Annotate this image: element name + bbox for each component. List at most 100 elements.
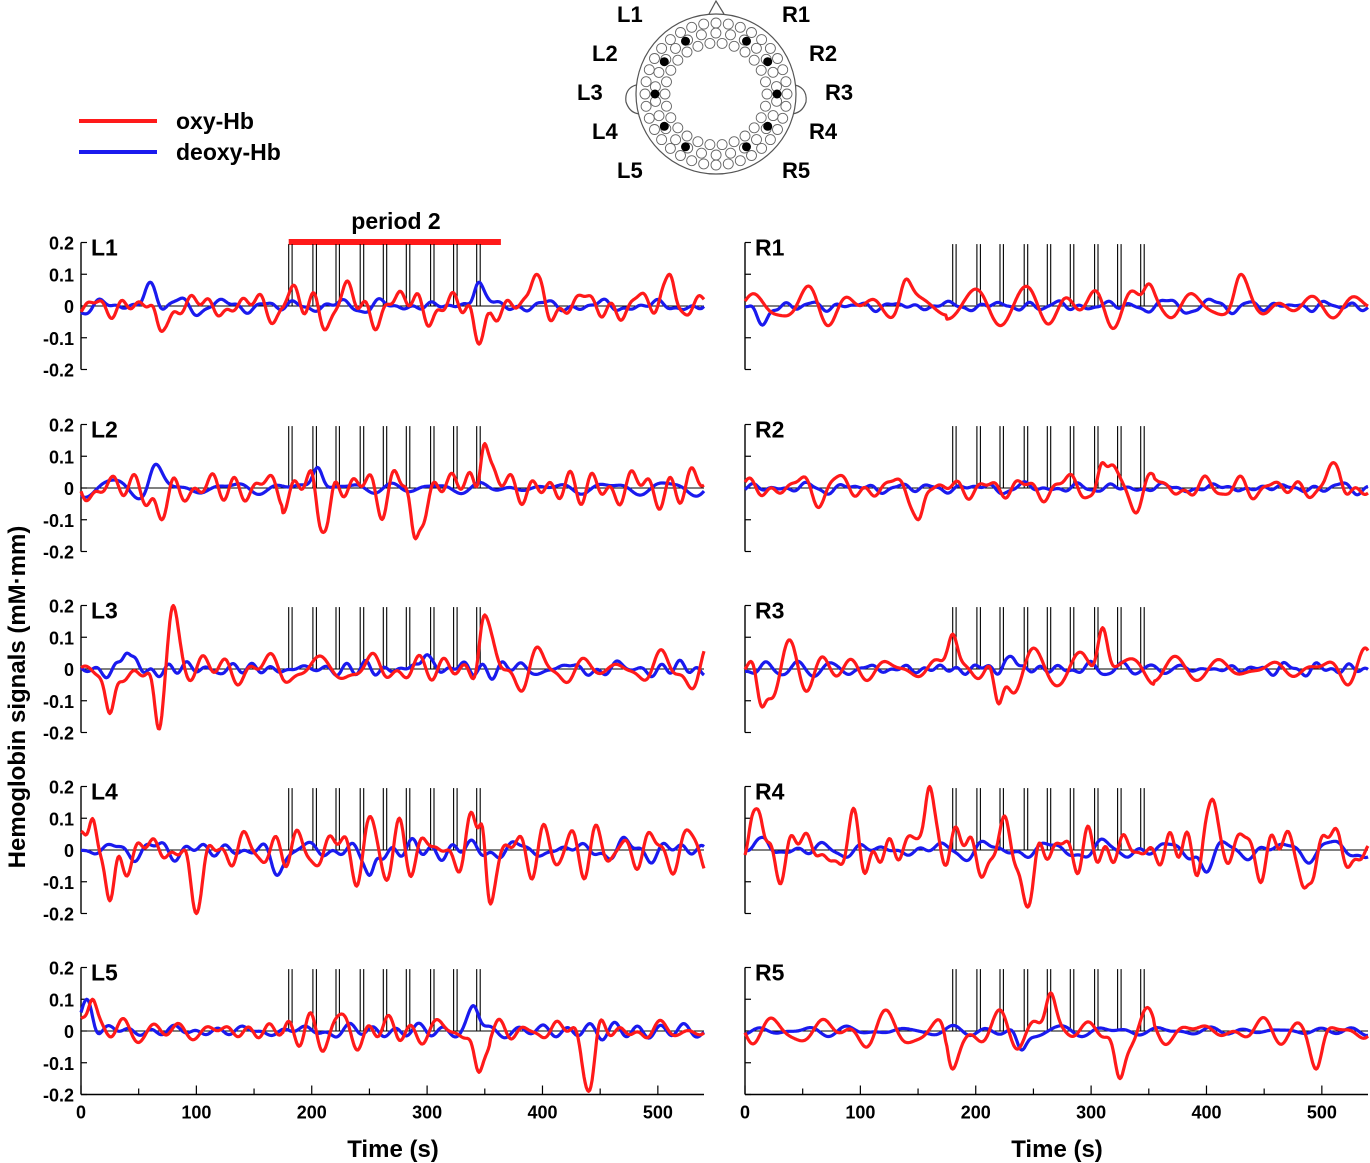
probe-optode [643,112,655,124]
probe-optode [640,76,652,88]
probe-optode [781,88,793,100]
probe-optode [653,110,665,122]
panel-label: R5 [755,960,785,986]
x-axis-title-right: Time (s) [1011,1136,1103,1163]
oxy-series-L5 [80,997,705,1093]
probe-optode [670,42,681,54]
panel-label: L3 [91,598,118,624]
probe-optode [777,112,789,124]
head-label-L2: L2 [592,41,618,66]
probe-optode [716,37,728,49]
probe-optode [750,42,762,54]
probe-optode [764,134,776,146]
panel-label: L1 [91,235,118,261]
legend: oxy-Hb deoxy-Hb [79,108,281,165]
y-tick-label: 0 [64,297,74,317]
y-tick-label: 0.2 [49,416,74,436]
panel-R2: R2 [743,417,1369,553]
panel-R1: R1 [743,235,1369,371]
probe-optode [739,130,751,142]
probe-optode [710,27,722,39]
y-tick-label: 0.1 [49,447,74,467]
head-label-L4: L4 [592,119,618,144]
y-tick-label: 0.1 [49,809,74,829]
probe-optode [698,18,710,30]
head-label-L5: L5 [617,158,643,183]
probe-optode [756,34,768,46]
y-tick-label: 0.2 [49,234,74,254]
y-tick-label: -0.1 [43,1054,74,1074]
probe-optode [643,64,655,76]
probe-optode [764,42,776,54]
y-tick-label: -0.1 [43,692,74,712]
panel-label: L4 [91,779,118,805]
probe-optode [722,18,734,30]
probe-optode [659,88,671,100]
y-tick-label: -0.1 [43,329,74,349]
oxy-series-R2 [743,461,1369,522]
y-tick-label: -0.2 [43,361,74,381]
oxy-series-R5 [743,991,1370,1081]
y-tick-label: 0 [64,1022,74,1042]
probe-optode [653,66,665,78]
probe-optode [639,88,651,100]
panels: 0.2 0.1 0 -0.1 -0.2 L1 0.2 0.1 0 -0.1 -0.2 L2 0.2 0.1… [43,234,1370,1123]
head-map: L1 L2 L3 L4 L5 R1 R2 R3 R4 R5 [577,0,853,183]
x-axis-title-left: Time (s) [347,1136,439,1163]
probe-optode [760,76,771,88]
deoxy-series-L2 [80,462,706,501]
head-label-R3: R3 [825,80,853,105]
deoxy-series-R5 [744,1023,1369,1052]
probe-optode [725,147,737,159]
y-tick-label: -0.2 [43,1086,74,1106]
probe-optode [661,100,672,112]
y-tick-label: 0.1 [49,628,74,648]
probe-channel-marker [650,89,660,99]
probe-optode [780,100,792,112]
probe-optode [681,46,693,58]
oxy-series-L1 [79,272,706,346]
x-tick-label: 500 [1307,1103,1337,1123]
probe-optode [761,88,773,100]
panel-label: R3 [755,598,784,624]
probe-optode [664,34,676,46]
probe-optode [777,64,789,76]
probe-channel-marker [763,121,773,131]
probe-optode [746,150,757,161]
y-tick-label: 0.2 [49,959,74,979]
probe-optode [649,53,660,64]
probe-optode [772,53,783,64]
probe-channel-marker [659,121,669,131]
probe-optode [755,112,767,124]
probe-optode [664,142,676,154]
probe-optode [746,27,757,38]
probe-optode [725,29,736,41]
probe-channel-marker [659,57,669,67]
y-tick-label: 0 [64,660,74,680]
oxy-series-R3 [743,626,1370,709]
panel-L4: 0.2 0.1 0 -0.1 -0.2 L4 [43,778,706,925]
probe-optode [661,76,672,88]
probe-optode [728,40,740,52]
probe-channel-marker [681,36,690,46]
head-label-R5: R5 [782,158,810,183]
panel-R3: R3 [743,598,1370,734]
probe-optode [672,122,684,134]
period-label: period 2 [351,208,440,234]
probe-optode [767,66,779,78]
x-tick-label: 300 [1076,1103,1106,1123]
probe-optode [734,21,746,33]
probe-optode [722,158,734,170]
x-tick-label: 200 [961,1103,991,1123]
probe-optode [640,100,652,112]
probe-optode [710,17,722,29]
y-tick-label: 0.2 [49,778,74,798]
probe-optode [704,37,716,49]
probe-optode [675,150,686,161]
probe-optode [710,159,722,171]
probe-optode [751,134,762,146]
probe-optode [670,134,682,146]
head-outline [635,13,797,175]
y-tick-label: -0.2 [43,905,74,925]
